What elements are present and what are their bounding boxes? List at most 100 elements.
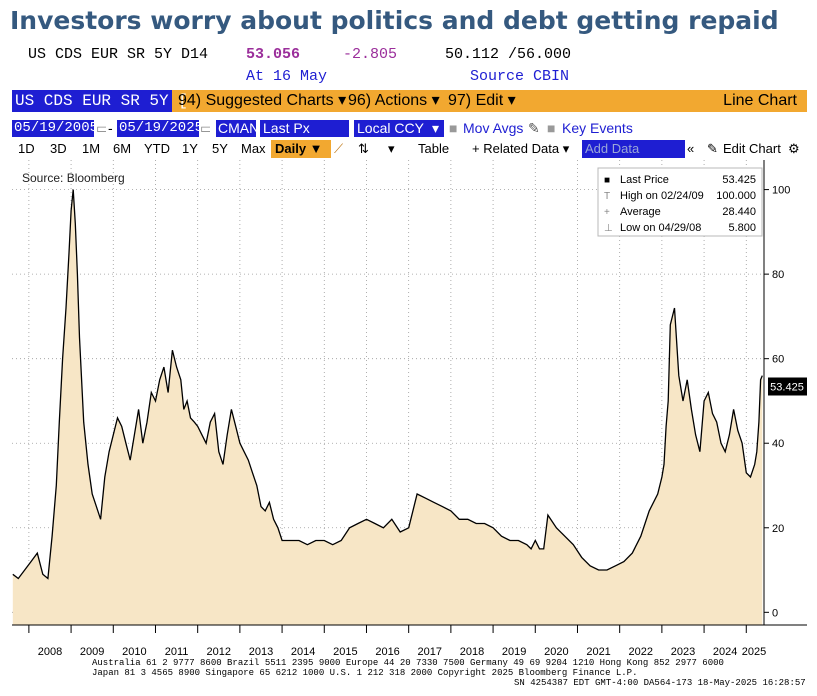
date-dash: - — [108, 120, 113, 136]
y-axis: 0 20 40 60 80 100 — [763, 160, 790, 625]
x-tick-label: 2010 — [122, 646, 146, 658]
legend-label: Average — [620, 206, 661, 218]
chart-type-label[interactable]: Line Chart — [723, 92, 797, 109]
gear-icon[interactable]: ⚙ — [788, 141, 800, 156]
price-field[interactable]: Last Px — [260, 120, 349, 137]
legend-label: High on 02/24/09 — [620, 190, 704, 202]
quote-change: -2.805 — [343, 46, 398, 63]
x-tick-label: 2015 — [333, 646, 357, 658]
source-note: Source: Bloomberg — [22, 171, 125, 185]
x-tick-label: 2014 — [291, 646, 315, 658]
quote-at: At 16 May — [246, 68, 328, 85]
x-tick-label: 2013 — [249, 646, 273, 658]
range-5y[interactable]: 5Y — [212, 141, 228, 156]
currency-chevron-icon[interactable]: ▾ — [432, 120, 444, 137]
quote-last: 53.056 — [246, 46, 301, 63]
style-chevron-icon[interactable]: ▾ — [388, 141, 395, 156]
legend-icon: T — [604, 191, 610, 202]
frequency-select[interactable]: Daily ▼ — [271, 140, 331, 158]
x-tick-label: 2020 — [544, 646, 568, 658]
x-tick-label: 2011 — [165, 646, 189, 658]
x-tick-label: 2008 — [38, 646, 62, 658]
x-tick-label: 2023 — [671, 646, 695, 658]
footer-line-2: Japan 81 3 4565 8900 Singapore 65 6212 1… — [92, 668, 638, 678]
edit-menu[interactable]: 97) Edit ▾ — [448, 92, 516, 109]
x-tick-label: 2009 — [80, 646, 104, 658]
y-tick-label: 20 — [772, 523, 784, 535]
edit-chart-pencil-icon[interactable]: ✎ — [707, 141, 718, 156]
x-tick-label: 2017 — [418, 646, 442, 658]
legend-icon: ⊥ — [604, 223, 613, 234]
suggested-charts-menu[interactable]: 94) Suggested Charts ▾ — [178, 92, 347, 109]
range-max[interactable]: Max — [241, 141, 266, 156]
last-value-label: 53.425 — [770, 382, 804, 394]
mov-avgs-checkbox[interactable]: ■ — [449, 120, 458, 136]
footer-line-3: SN 4254387 EDT GMT-4:00 DA564-173 18-May… — [514, 678, 806, 688]
actions-menu[interactable]: 96) Actions ▾ — [348, 92, 440, 109]
legend-label: Last Price — [620, 174, 669, 186]
bar-style-icon[interactable]: ⇅ — [358, 141, 369, 156]
price-area — [12, 189, 763, 625]
key-events-checkbox[interactable]: ■ — [547, 120, 556, 136]
range-toolbar: 1D 3D 1M 6M YTD 1Y 5Y Max Daily ▼ ⟋ ⇅ ▾ … — [12, 139, 807, 159]
legend-label: Low on 04/29/08 — [620, 222, 701, 234]
headline: Investors worry about politics and debt … — [10, 6, 779, 35]
add-data-input[interactable]: Add Data — [582, 140, 685, 158]
legend-value: 28.440 — [722, 206, 756, 218]
x-tick-label: 2019 — [502, 646, 526, 658]
x-tick-label: 2016 — [375, 646, 399, 658]
edit-chart-button[interactable]: Edit Chart — [723, 141, 781, 156]
legend-icon: + — [604, 207, 610, 218]
legend-box: ■ Last Price 53.425 T High on 02/24/09 100.00… — [597, 167, 763, 237]
grid-lines — [12, 160, 764, 625]
start-calendar-icon[interactable]: ▭ — [96, 120, 106, 136]
line-style-icon[interactable]: ⟋ — [334, 141, 344, 156]
quote-range: 50.112 /56.000 — [445, 46, 572, 63]
x-tick-label: 2018 — [460, 646, 484, 658]
mov-avgs-label[interactable]: Mov Avgs — [463, 120, 524, 136]
table-button[interactable]: Table — [418, 141, 450, 156]
legend-value: 53.425 — [722, 174, 756, 186]
line-chart: 0 20 40 60 80 100 2008 2009 2010 2011 2012 2013 201… — [12, 160, 807, 658]
y-tick-label: 80 — [772, 269, 784, 281]
y-tick-label: 100 — [772, 185, 790, 197]
key-events-label[interactable]: Key Events — [562, 120, 633, 136]
legend-value: 100.000 — [716, 190, 756, 202]
footer: Australia 61 2 9777 8600 Brazil 5511 239… — [0, 656, 817, 696]
collapse-icon[interactable]: « — [687, 141, 695, 156]
x-axis: 2008 2009 2010 2011 2012 2013 2014 2015 2016 2017… — [12, 624, 807, 658]
source-field[interactable]: CMAN — [216, 120, 256, 137]
legend-value: 5.800 — [728, 222, 756, 234]
range-3d[interactable]: 3D — [50, 141, 67, 156]
y-tick-label: 40 — [772, 438, 784, 450]
price-line — [12, 189, 763, 580]
footer-line-1: Australia 61 2 9777 8600 Brazil 5511 239… — [92, 658, 724, 668]
end-calendar-icon[interactable]: ▭ — [200, 120, 210, 136]
x-tick-label: 2021 — [586, 646, 610, 658]
last-value-box — [768, 377, 807, 396]
range-ytd[interactable]: YTD — [144, 141, 170, 156]
related-data-menu[interactable]: + Related Data ▾ — [472, 141, 570, 156]
add-data-placeholder: Add Data — [585, 141, 640, 156]
range-6m[interactable]: 6M — [113, 141, 132, 156]
range-1m[interactable]: 1M — [82, 141, 101, 156]
legend-frame — [597, 167, 763, 237]
last-value-marker: 53.425 — [768, 377, 807, 396]
date-toolbar: 05/19/2005 ▭ - 05/19/2025 ▭ CMAN Last Px… — [12, 119, 807, 138]
legend-icon: ■ — [604, 175, 610, 186]
pencil-icon[interactable]: ✎ — [528, 120, 540, 136]
x-tick-label: 2012 — [207, 646, 231, 658]
y-tick-label: 60 — [772, 354, 784, 366]
range-1y[interactable]: 1Y — [182, 141, 198, 156]
chart-area: 0 20 40 60 80 100 2008 2009 2010 2011 2012 2013 201… — [12, 160, 807, 660]
start-date-input[interactable]: 05/19/2005 — [12, 120, 94, 137]
x-tick-label: 2022 — [629, 646, 653, 658]
range-1d[interactable]: 1D — [18, 141, 35, 156]
main-toolbar: US CDS EUR SR 5Y [ 94) Suggested Charts … — [12, 90, 807, 112]
y-tick-label: 0 — [772, 607, 778, 619]
x-tick-label: 2025 — [742, 646, 766, 658]
end-date-input[interactable]: 05/19/2025 — [117, 120, 199, 137]
currency-select[interactable]: Local CCY — [354, 120, 439, 137]
quote-ticker: US CDS EUR SR 5Y D14 — [28, 46, 209, 63]
security-field[interactable]: US CDS EUR SR 5Y [ — [12, 90, 188, 112]
